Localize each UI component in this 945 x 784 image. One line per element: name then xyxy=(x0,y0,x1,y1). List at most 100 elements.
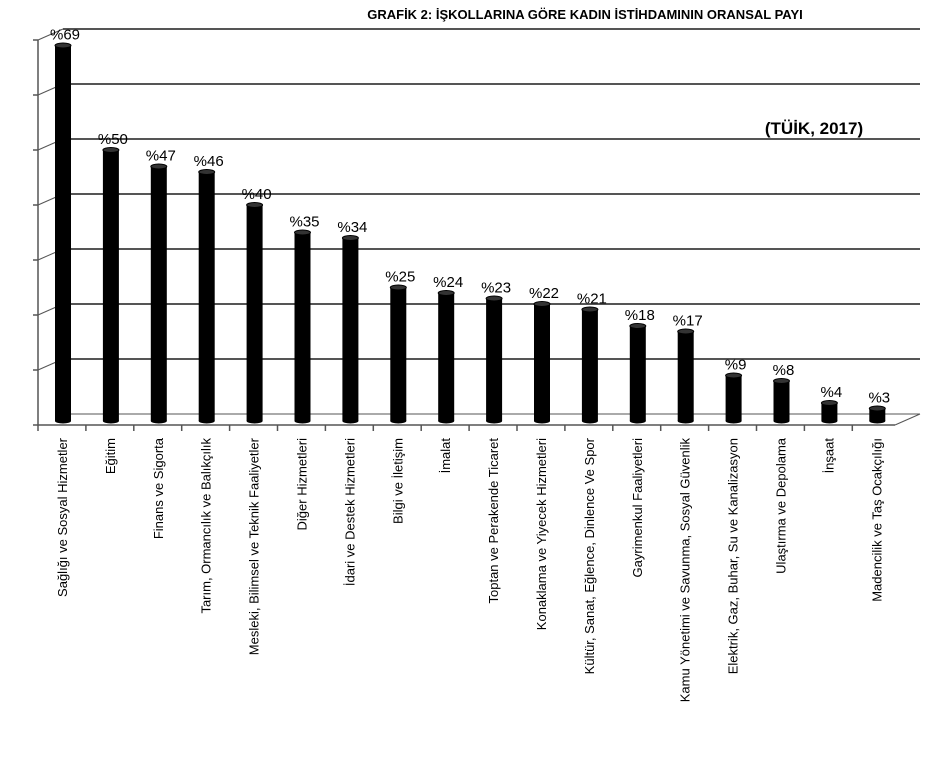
bar-base xyxy=(150,418,167,424)
bar-body xyxy=(677,331,694,421)
data-label: %21 xyxy=(577,291,607,308)
category-label: İmalat xyxy=(438,438,453,474)
bar xyxy=(629,323,647,424)
data-label: %35 xyxy=(289,214,319,231)
category-label: İdari ve Destek Hizmetleri xyxy=(342,438,357,586)
bar xyxy=(246,202,264,424)
bar xyxy=(150,163,168,424)
bar-body xyxy=(821,403,838,421)
category-label: Elektrik, Gaz, Buhar, Su ve Kanalizasyon xyxy=(726,438,741,674)
category-label: Tarım, Ormancılık ve Balıkçılık xyxy=(199,438,214,614)
bar-body xyxy=(629,326,646,421)
data-label: %47 xyxy=(146,148,176,165)
bar-body xyxy=(438,293,455,421)
bar xyxy=(677,328,695,424)
data-label: %23 xyxy=(481,280,511,297)
data-label: %24 xyxy=(433,274,463,291)
bar xyxy=(102,147,120,424)
bar-top xyxy=(150,163,168,170)
category-label: Bilgi ve İletişim xyxy=(390,438,405,524)
gridline-diagonal xyxy=(37,28,64,41)
bar xyxy=(581,306,599,424)
data-label: %25 xyxy=(385,269,415,286)
bar-base xyxy=(198,418,215,424)
bar-top xyxy=(294,229,311,236)
bar xyxy=(533,301,551,424)
bar-body xyxy=(581,309,598,421)
bar-top xyxy=(389,284,407,291)
bar-body xyxy=(150,166,167,421)
bar-base xyxy=(534,418,550,424)
bar-base xyxy=(438,418,455,424)
category-label: Gayrimenkul Faaliyetleri xyxy=(630,438,645,578)
chart-title: GRAFİK 2: İŞKOLLARINA GÖRE KADIN İSTİHDA… xyxy=(367,7,803,22)
category-label: Diğer Hizmetleri xyxy=(295,438,310,531)
bar-body xyxy=(534,304,550,421)
bar xyxy=(725,372,743,424)
bar-top xyxy=(820,400,838,406)
bar-base xyxy=(294,418,311,424)
bar-top xyxy=(629,323,647,329)
data-label: %9 xyxy=(725,357,747,374)
bar-base xyxy=(725,418,742,424)
bar-body xyxy=(294,232,311,421)
bar xyxy=(820,400,838,424)
bar-body xyxy=(486,298,503,421)
category-label: Sağlığı ve Sosyal Hizmetler xyxy=(55,437,70,597)
bar-body xyxy=(342,238,359,421)
bar-base xyxy=(102,418,119,424)
bar-top xyxy=(198,169,216,175)
category-label: Madencilik ve Taş Ocakçılığı xyxy=(869,438,884,602)
bar xyxy=(294,229,311,424)
data-label: %17 xyxy=(673,313,703,330)
category-label: Finans ve Sigorta xyxy=(151,437,166,539)
bar-top xyxy=(102,147,120,153)
bar-top xyxy=(677,328,695,335)
bar-base xyxy=(246,418,263,424)
bar-base xyxy=(581,418,598,424)
category-label: Kültür, Sanat, Eğlence, Dinlence Ve Spor xyxy=(582,437,597,674)
bar xyxy=(198,169,216,424)
bar-top xyxy=(341,235,359,241)
bar xyxy=(341,235,359,424)
bar-base xyxy=(773,418,790,424)
bar-body xyxy=(869,408,886,421)
bar-base xyxy=(677,418,694,424)
data-label: %4 xyxy=(821,384,843,401)
bar-top xyxy=(581,306,599,313)
bar-top xyxy=(485,295,503,302)
bar-base xyxy=(629,418,646,424)
bar-base xyxy=(342,418,359,424)
category-label: Konaklama ve Yiyecek Hizmetleri xyxy=(534,438,549,630)
bar xyxy=(54,42,72,424)
x-axis-edge xyxy=(894,413,921,426)
bar-base xyxy=(486,418,503,424)
bar-top xyxy=(533,301,551,307)
bar xyxy=(437,290,455,424)
category-label: Toptan ve Perakende Ticaret xyxy=(486,438,501,604)
bar xyxy=(773,378,790,424)
data-label: %18 xyxy=(625,307,655,324)
data-label: %34 xyxy=(337,219,367,236)
bar xyxy=(868,405,886,424)
bar-body xyxy=(246,205,263,421)
category-labels: Sağlığı ve Sosyal Hizmetler Eğitim Finans … xyxy=(55,437,884,702)
bar-base xyxy=(390,418,407,424)
bar-top xyxy=(437,290,455,296)
bar-body xyxy=(773,381,790,421)
bar-base xyxy=(821,418,838,424)
bar-series xyxy=(54,42,886,424)
category-label: Eğitim xyxy=(103,438,118,474)
bar-body xyxy=(55,45,71,421)
category-label: Kamu Yönetimi ve Savunma, Sosyal Güvenli… xyxy=(678,438,693,703)
bar-top xyxy=(773,378,790,384)
bar xyxy=(485,295,503,424)
bar-body xyxy=(725,375,742,421)
data-label: %3 xyxy=(868,390,890,407)
bar-body xyxy=(102,150,119,421)
data-label: %46 xyxy=(194,153,224,170)
category-label: İnşaat xyxy=(821,438,836,474)
source-note: (TÜİK, 2017) xyxy=(765,119,863,138)
category-label: Ulaştırma ve Depolama xyxy=(774,437,789,574)
